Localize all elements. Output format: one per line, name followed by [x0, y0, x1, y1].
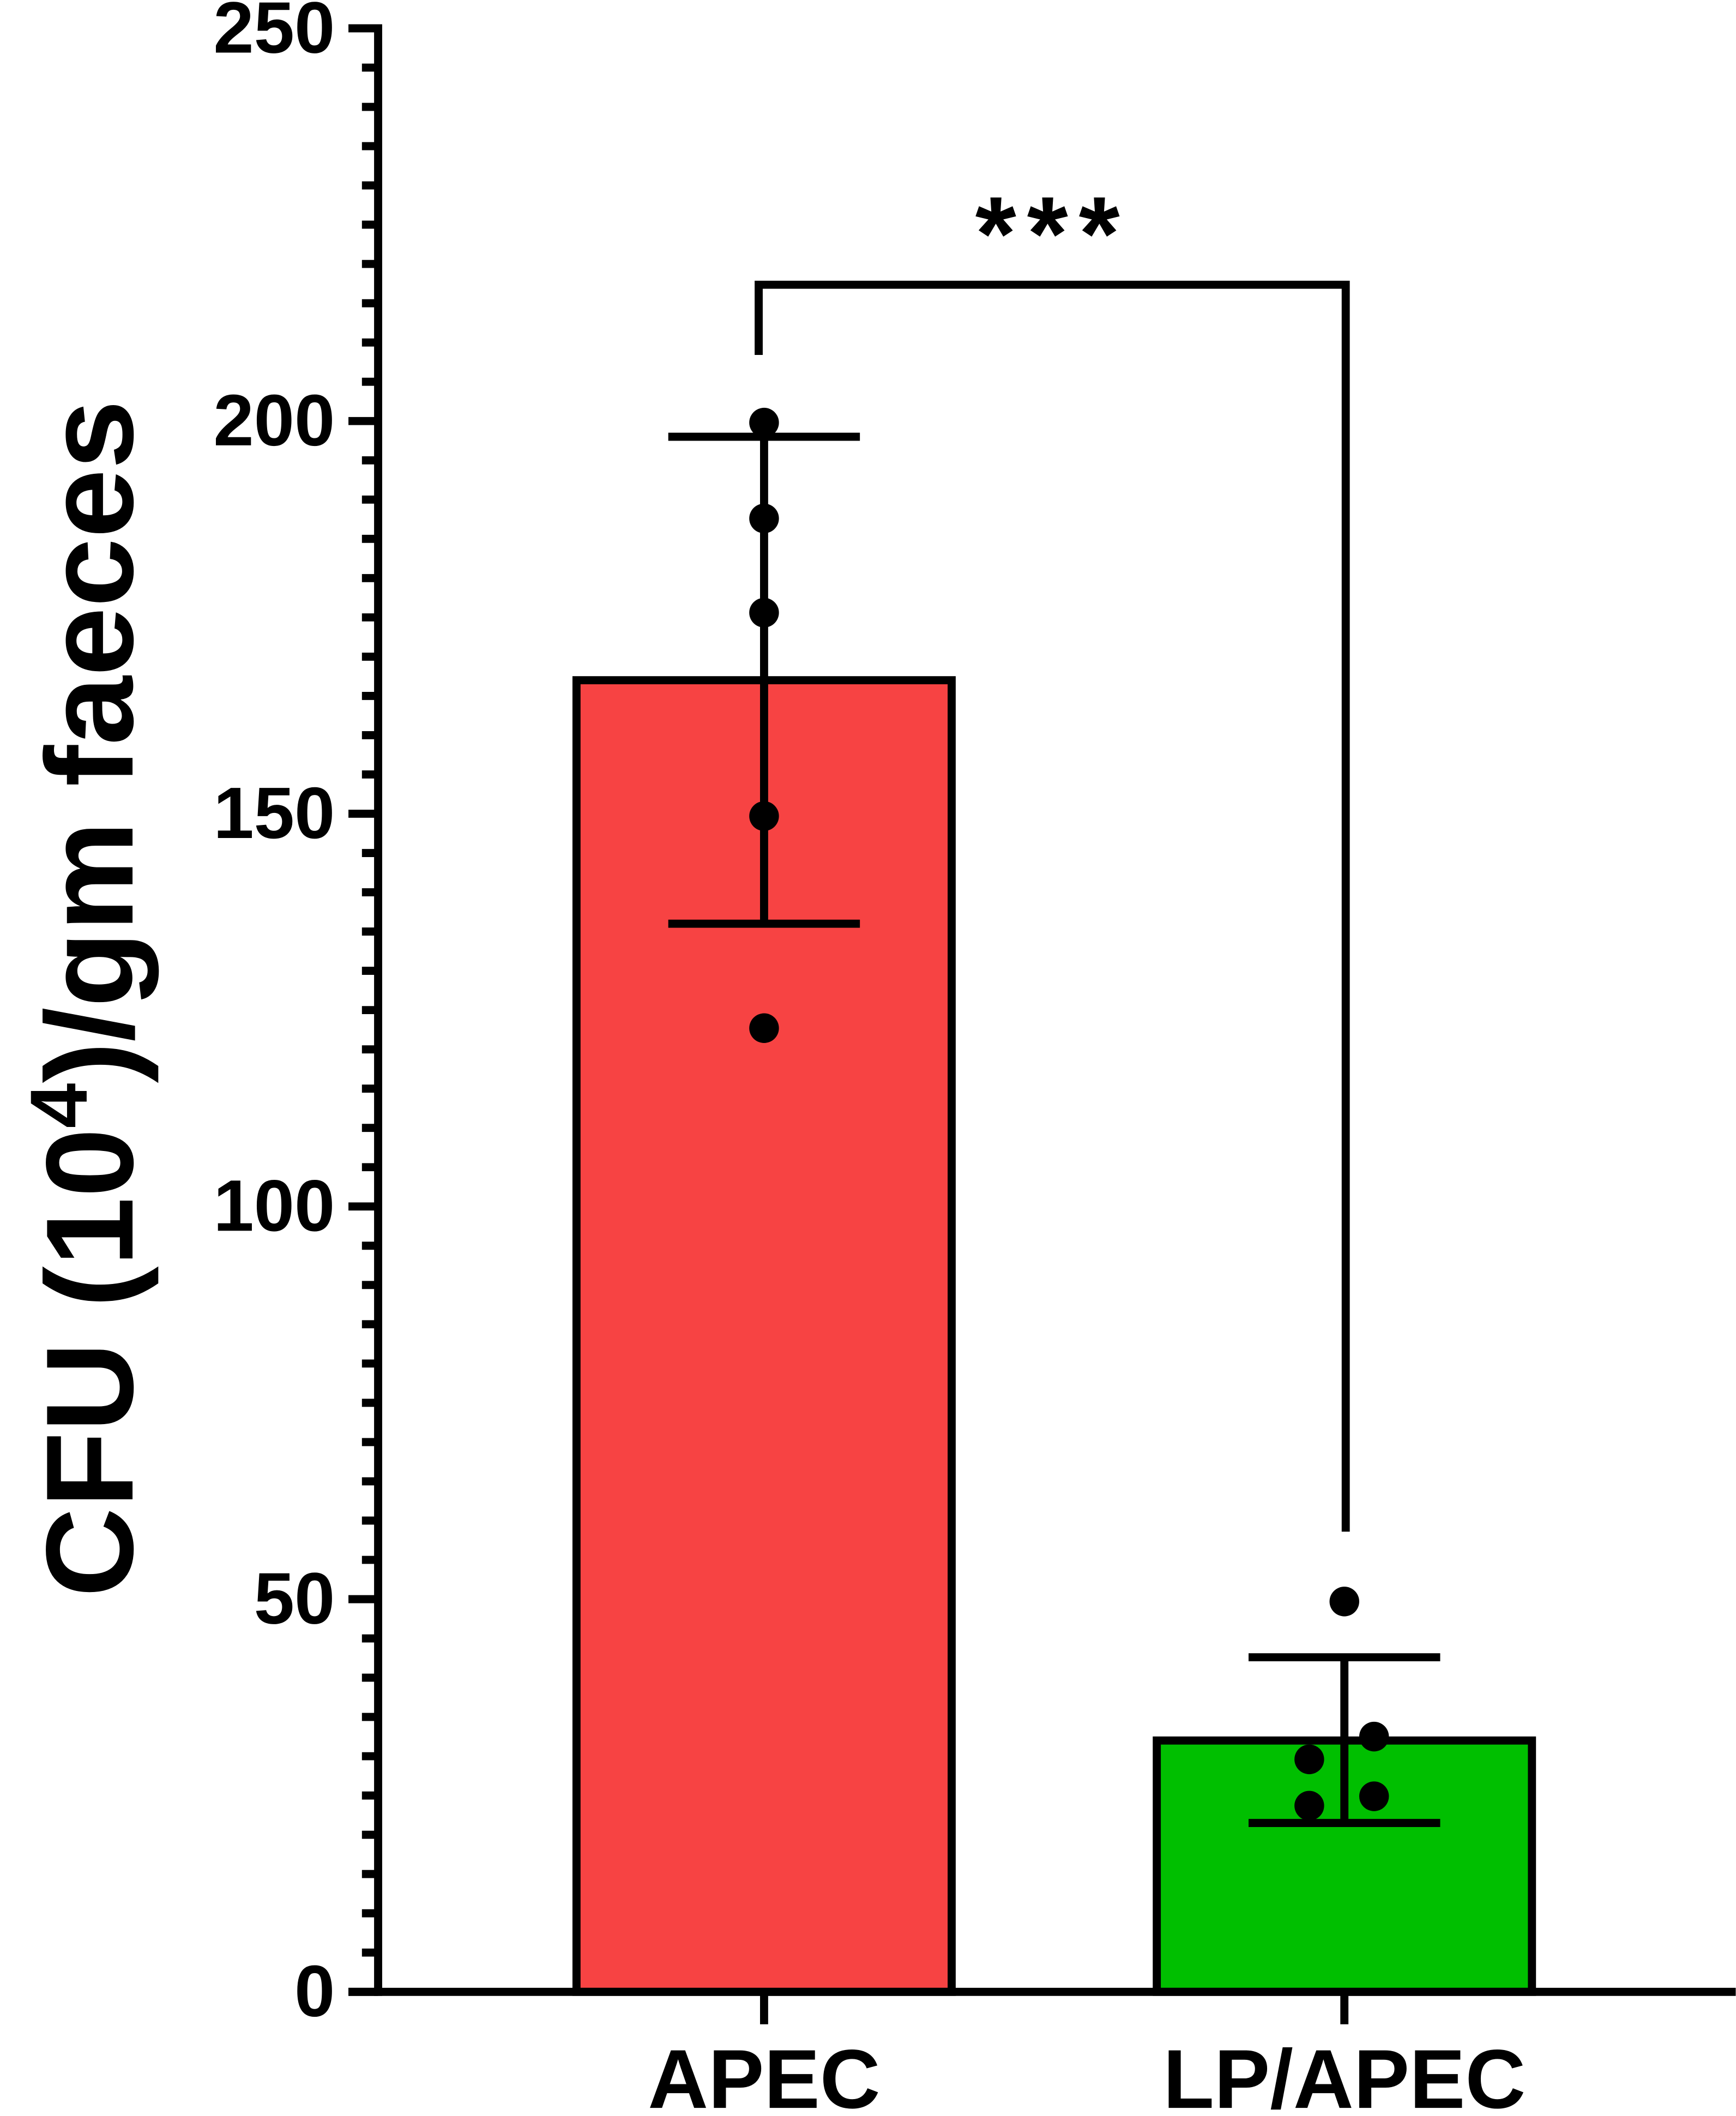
y-tick-label: 250	[213, 0, 335, 69]
data-point	[1359, 1781, 1389, 1811]
data-point	[1294, 1744, 1324, 1775]
data-point	[749, 503, 779, 534]
y-tick-label: 100	[213, 1165, 335, 1246]
y-tick-label: 150	[213, 773, 335, 854]
data-point	[1294, 1791, 1324, 1821]
y-axis-label-tail: )/gm faeces	[21, 400, 159, 1083]
y-tick-label: 50	[254, 1558, 335, 1639]
y-tick-label: 0	[294, 1951, 335, 2032]
data-point	[749, 801, 779, 831]
x-tick-label: LP/APEC	[1163, 2032, 1526, 2116]
data-point	[749, 1013, 779, 1043]
data-point	[749, 407, 779, 438]
y-axis-label-sup: 4	[14, 1083, 104, 1129]
y-axis-label-main: CFU (10	[21, 1128, 159, 1597]
data-point	[1329, 1587, 1359, 1617]
data-point	[749, 598, 779, 628]
y-axis-label: CFU (104)/gm faeces	[14, 400, 159, 1597]
significance-bracket	[755, 280, 1350, 1532]
x-tick-label: APEC	[648, 2032, 880, 2116]
significance-label: ***	[975, 174, 1131, 292]
y-tick-label: 200	[213, 380, 335, 461]
data-point	[1359, 1721, 1389, 1752]
